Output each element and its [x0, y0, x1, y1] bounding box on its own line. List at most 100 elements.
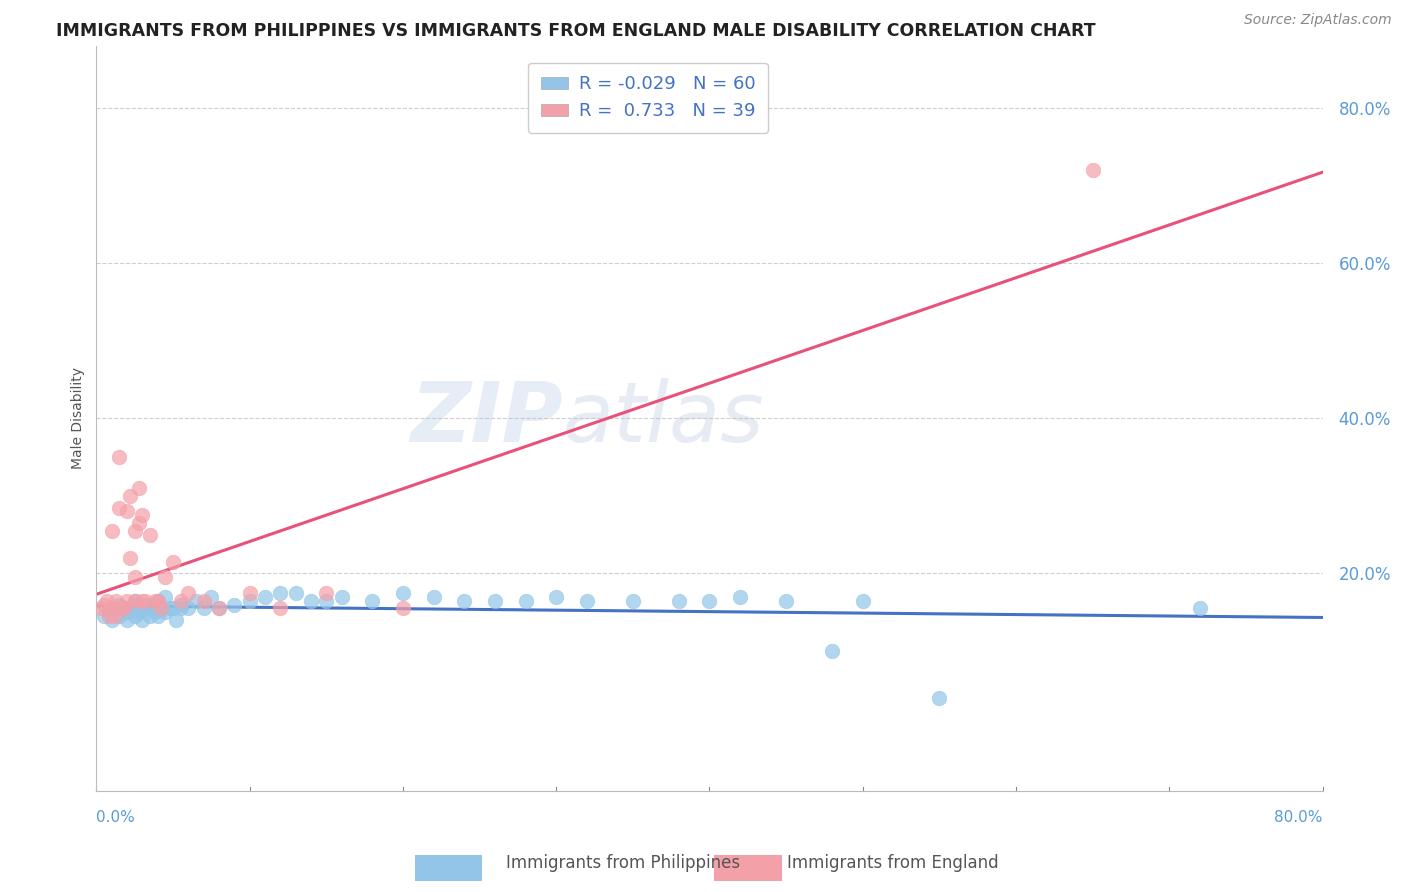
- Point: [239, 593, 262, 607]
- Point: [484, 593, 506, 607]
- Point: [115, 504, 138, 518]
- Point: [546, 590, 568, 604]
- Point: [422, 590, 444, 604]
- Point: [139, 527, 162, 541]
- Point: [330, 590, 353, 604]
- Point: [699, 593, 721, 607]
- Point: [155, 570, 177, 584]
- Point: [821, 644, 844, 658]
- Point: [131, 508, 153, 523]
- Point: [124, 524, 146, 538]
- Point: [112, 601, 135, 615]
- Point: [269, 601, 291, 615]
- Point: [315, 593, 337, 607]
- Point: [143, 605, 166, 619]
- Point: [93, 598, 115, 612]
- Point: [128, 481, 150, 495]
- Text: Immigrants from England: Immigrants from England: [787, 855, 1000, 872]
- Point: [134, 598, 156, 612]
- Point: [852, 593, 875, 607]
- Point: [515, 593, 537, 607]
- Text: 0.0%: 0.0%: [97, 810, 135, 825]
- Point: [253, 590, 276, 604]
- Point: [775, 593, 797, 607]
- Point: [131, 613, 153, 627]
- Text: atlas: atlas: [562, 378, 763, 458]
- Point: [131, 601, 153, 615]
- Point: [124, 593, 146, 607]
- Point: [108, 609, 131, 624]
- Point: [108, 500, 131, 515]
- Point: [108, 450, 131, 465]
- Point: [131, 593, 153, 607]
- Point: [120, 551, 142, 566]
- Text: ZIP: ZIP: [409, 378, 562, 458]
- Point: [155, 590, 177, 604]
- Point: [100, 613, 122, 627]
- Point: [134, 593, 156, 607]
- Point: [284, 586, 307, 600]
- Text: IMMIGRANTS FROM PHILIPPINES VS IMMIGRANTS FROM ENGLAND MALE DISABILITY CORRELATI: IMMIGRANTS FROM PHILIPPINES VS IMMIGRANT…: [56, 22, 1095, 40]
- Point: [108, 598, 131, 612]
- Point: [90, 601, 112, 615]
- Point: [668, 593, 690, 607]
- Point: [115, 613, 138, 627]
- Point: [149, 601, 172, 615]
- Point: [169, 598, 191, 612]
- Legend: R = -0.029   N = 60, R =  0.733   N = 39: R = -0.029 N = 60, R = 0.733 N = 39: [529, 62, 768, 133]
- Point: [162, 555, 184, 569]
- Point: [93, 609, 115, 624]
- Point: [124, 609, 146, 624]
- Point: [100, 524, 122, 538]
- Point: [165, 613, 187, 627]
- Point: [728, 590, 751, 604]
- Point: [128, 605, 150, 619]
- Point: [315, 586, 337, 600]
- Point: [104, 609, 127, 624]
- Point: [124, 593, 146, 607]
- Point: [105, 593, 128, 607]
- Point: [96, 593, 118, 607]
- Point: [128, 516, 150, 530]
- Point: [120, 489, 142, 503]
- Point: [155, 605, 177, 619]
- Point: [184, 593, 207, 607]
- Point: [146, 609, 169, 624]
- Point: [124, 570, 146, 584]
- Point: [208, 601, 231, 615]
- Point: [392, 586, 415, 600]
- Point: [159, 601, 181, 615]
- Point: [239, 586, 262, 600]
- Point: [361, 593, 384, 607]
- Point: [115, 593, 138, 607]
- Text: Immigrants from Philippines: Immigrants from Philippines: [506, 855, 741, 872]
- Point: [143, 593, 166, 607]
- Point: [621, 593, 644, 607]
- Point: [269, 586, 291, 600]
- Point: [115, 605, 138, 619]
- Point: [97, 609, 120, 624]
- Point: [162, 601, 184, 615]
- Point: [139, 609, 162, 624]
- Point: [146, 593, 169, 607]
- Point: [169, 593, 191, 607]
- Point: [112, 601, 135, 615]
- Point: [169, 601, 191, 615]
- Point: [575, 593, 598, 607]
- Point: [193, 601, 215, 615]
- Point: [139, 601, 162, 615]
- Point: [100, 601, 122, 615]
- Point: [111, 601, 134, 615]
- Point: [299, 593, 322, 607]
- Point: [392, 601, 415, 615]
- Point: [1188, 601, 1211, 615]
- Point: [120, 601, 142, 615]
- Point: [177, 586, 200, 600]
- Text: Source: ZipAtlas.com: Source: ZipAtlas.com: [1244, 13, 1392, 28]
- Y-axis label: Male Disability: Male Disability: [72, 368, 86, 469]
- Point: [128, 601, 150, 615]
- Text: 80.0%: 80.0%: [1274, 810, 1323, 825]
- Point: [146, 593, 169, 607]
- Point: [928, 690, 950, 705]
- Point: [97, 605, 120, 619]
